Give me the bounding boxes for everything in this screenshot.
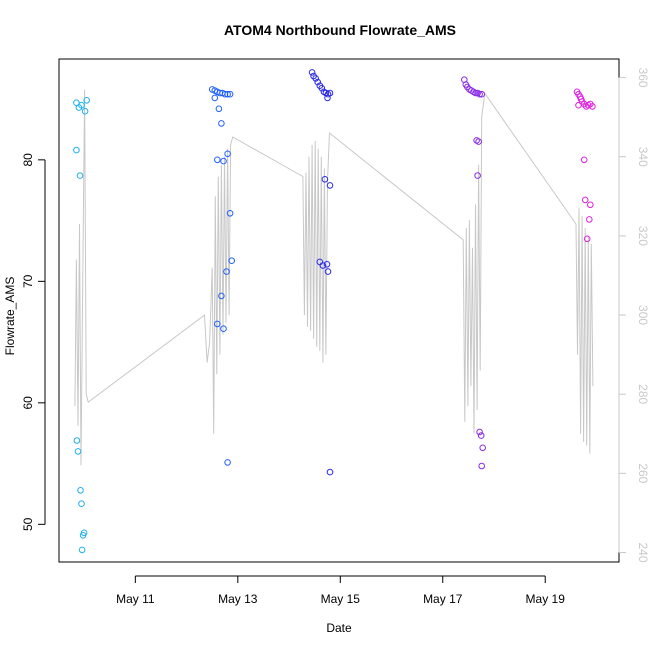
- data-point: [474, 172, 481, 179]
- data-point: [78, 500, 85, 508]
- data-point: [583, 235, 591, 243]
- x-tick-label: May 15: [321, 592, 361, 606]
- data-point: [77, 487, 84, 494]
- y-tick-label: 80: [21, 153, 35, 167]
- data-point: [73, 99, 80, 106]
- data-point: [472, 89, 479, 97]
- data-point: [228, 257, 235, 265]
- data-point: [589, 103, 596, 110]
- x-axis-label: Date: [326, 621, 352, 635]
- secondary-line-layer: [74, 89, 594, 466]
- data-point: [220, 157, 227, 165]
- data-point: [575, 101, 582, 109]
- data-point: [586, 216, 593, 223]
- y2-tick-label: 280: [636, 384, 650, 404]
- data-point: [321, 176, 329, 183]
- x-tick-label: May 13: [218, 592, 258, 606]
- data-point: [319, 262, 327, 269]
- data-point: [78, 101, 85, 109]
- data-point: [475, 138, 482, 145]
- data-point: [326, 182, 334, 189]
- data-point: [80, 529, 88, 537]
- data-point: [74, 448, 82, 455]
- data-point: [81, 107, 89, 115]
- y2-tick-label: 300: [636, 305, 650, 325]
- data-point: [218, 120, 225, 127]
- data-point: [324, 268, 332, 275]
- data-point: [224, 459, 231, 466]
- data-point: [220, 325, 227, 333]
- data-point: [226, 210, 234, 217]
- data-point: [83, 97, 90, 104]
- data-point: [214, 156, 221, 164]
- data-point: [76, 172, 84, 179]
- chart-title: ATOM4 Northbound Flowrate_AMS: [224, 22, 456, 38]
- data-point: [580, 156, 588, 164]
- y-axis-label: Flowrate_AMS: [3, 277, 17, 356]
- data-point: [73, 437, 81, 444]
- data-point: [476, 90, 483, 98]
- y2-tick-label: 360: [636, 68, 650, 88]
- data-point: [312, 75, 320, 82]
- data-point: [73, 146, 80, 154]
- data-point: [224, 90, 231, 98]
- y2-tick-label: 320: [636, 226, 650, 246]
- y2-tick-label: 260: [636, 463, 650, 483]
- data-point: [223, 268, 230, 275]
- data-point: [226, 90, 234, 98]
- data-point: [323, 261, 331, 268]
- y-tick-label: 60: [21, 396, 35, 410]
- data-point: [479, 444, 487, 452]
- secondary-y-axis: 240 260 280 300 320 340 360: [618, 68, 650, 563]
- data-point: [215, 105, 223, 113]
- x-axis: May 11 May 13 May 15 May 17 May 19: [116, 575, 566, 606]
- secondary-series-line: [74, 89, 594, 466]
- data-point: [314, 78, 322, 86]
- data-point: [587, 201, 594, 209]
- data-point: [581, 196, 589, 204]
- data-point: [224, 150, 231, 158]
- points-layer: [73, 69, 596, 554]
- x-tick-label: May 11: [116, 592, 155, 606]
- y2-tick-label: 240: [636, 542, 650, 562]
- x-tick-label: May 17: [423, 592, 463, 606]
- data-point: [318, 84, 326, 92]
- data-point: [478, 90, 486, 98]
- data-point: [324, 94, 331, 102]
- data-point: [78, 546, 86, 554]
- data-point: [476, 428, 483, 436]
- data-point: [478, 462, 486, 470]
- x-tick-label: May 19: [526, 592, 566, 606]
- y-axis: 50 60 70 80: [21, 153, 46, 531]
- data-point: [477, 432, 485, 439]
- data-point: [326, 468, 334, 476]
- y-tick-label: 70: [21, 274, 35, 288]
- data-point: [214, 320, 221, 328]
- y2-tick-label: 340: [636, 147, 650, 167]
- y-tick-label: 50: [21, 517, 35, 531]
- data-point: [211, 94, 219, 102]
- data-point: [218, 292, 225, 300]
- plot-frame: [58, 58, 620, 563]
- data-point: [308, 69, 316, 76]
